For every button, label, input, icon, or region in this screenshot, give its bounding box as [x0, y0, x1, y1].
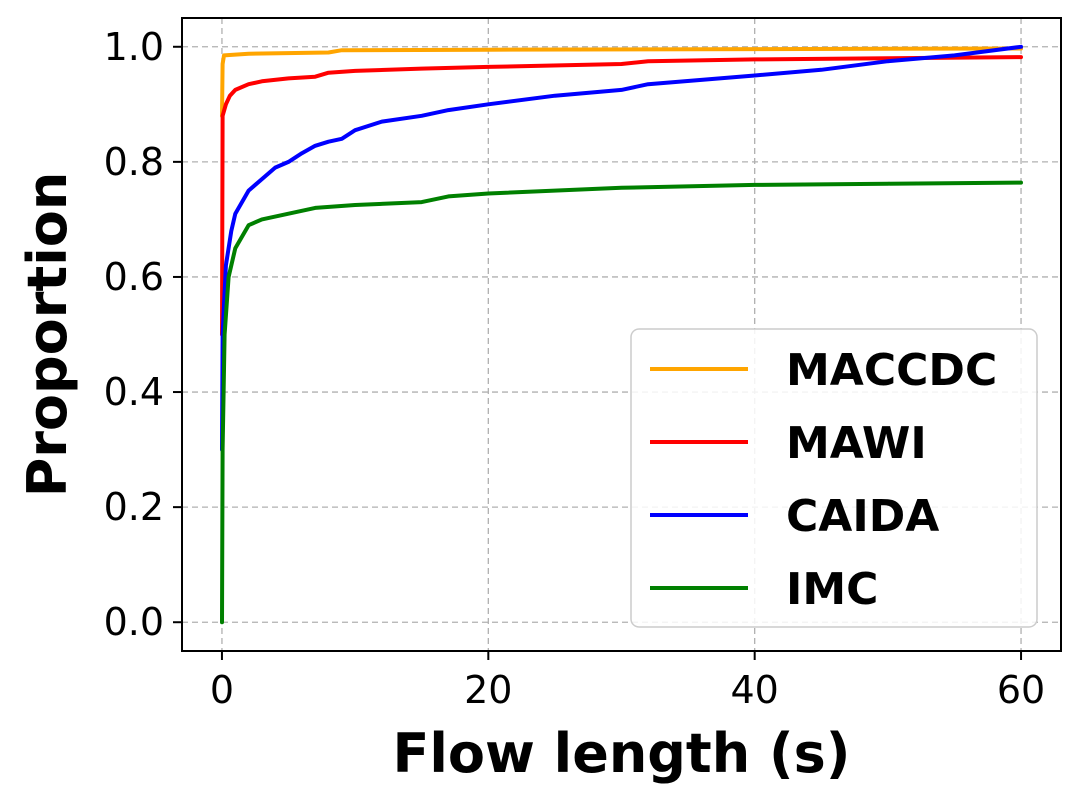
legend-label-mawi: MAWI [786, 418, 927, 469]
legend: MACCDC MAWI CAIDA IMC [630, 328, 1038, 628]
y-tick-label: 0.4 [104, 370, 164, 414]
y-axis-title: Proportion [16, 172, 79, 498]
series-group [220, 44, 1023, 625]
series-line-mawi [220, 55, 1023, 337]
plot-frame [181, 17, 1062, 652]
y-tick-label: 1.0 [104, 25, 164, 69]
series-line-imc [220, 180, 1023, 625]
x-tick-label: 40 [731, 668, 779, 712]
x-tick-label: 0 [210, 668, 234, 712]
y-tick-label: 0.8 [104, 140, 164, 184]
y-tick-label: 0.0 [104, 600, 164, 644]
y-tick-label: 0.6 [104, 255, 164, 299]
series-line-caida [220, 44, 1023, 452]
legend-label-imc: IMC [786, 564, 878, 615]
legend-label-maccdc: MACCDC [786, 345, 997, 396]
axis-ticks: 0 20 40 60 0.0 0.2 0.4 0.6 0.8 1.0 [104, 25, 1046, 712]
legend-box [630, 328, 1038, 628]
legend-items: MACCDC MAWI CAIDA IMC [650, 345, 997, 615]
x-tick-label: 60 [997, 668, 1045, 712]
x-tick-label: 20 [464, 668, 512, 712]
x-axis-title: Flow length (s) [393, 722, 851, 785]
series-line-maccdc [220, 46, 1023, 118]
legend-label-caida: CAIDA [786, 491, 939, 542]
y-tick-label: 0.2 [104, 485, 164, 529]
